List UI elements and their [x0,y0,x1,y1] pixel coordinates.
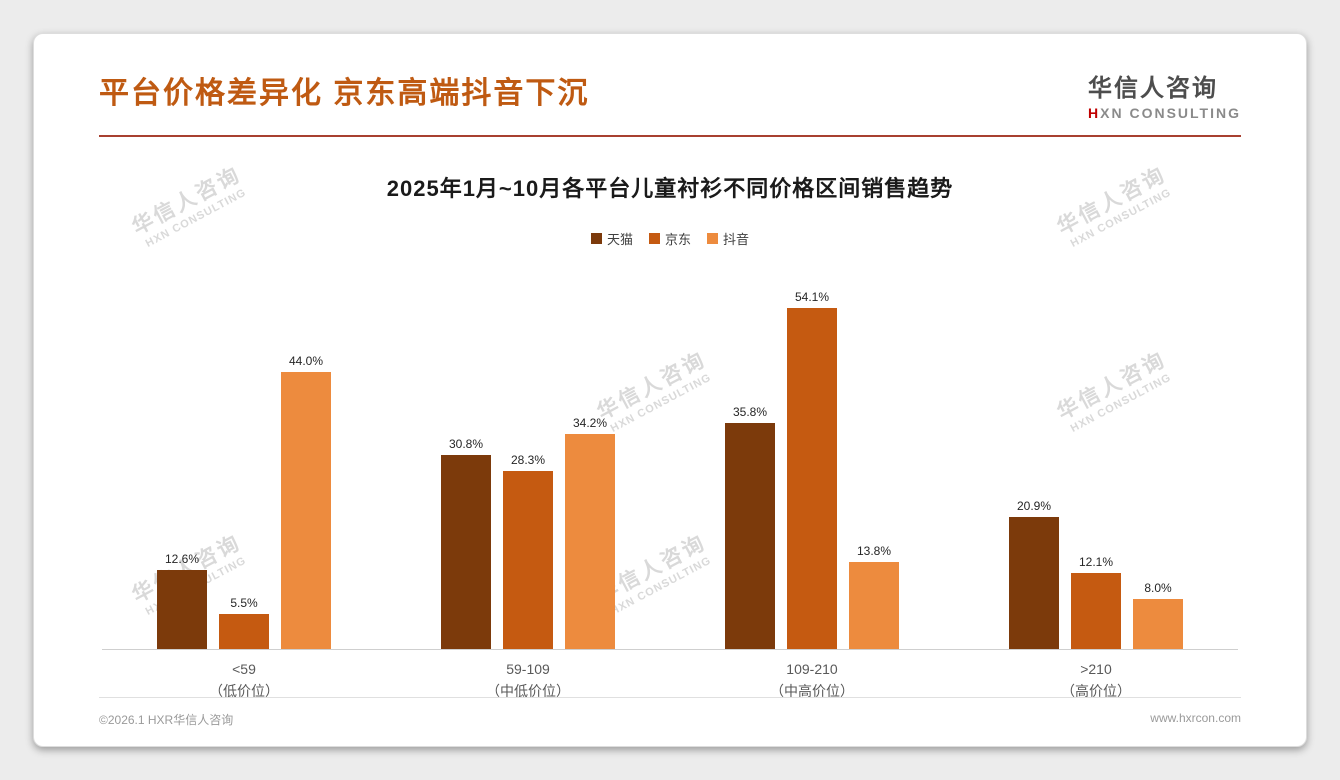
chart-legend: 天猫 京东 抖音 [34,229,1306,248]
category-range: >210 [1080,661,1112,677]
bar-value-label: 5.5% [230,596,258,610]
chart-category-axis: <59 （低价位） 59-109 （中低价位） 109-210 （中高价位） >210 （高价… [102,650,1238,702]
chart-title: 2025年1月~10月各平台儿童衬衫不同价格区间销售趋势 [386,176,954,201]
legend-marker [707,233,718,244]
bar-value-label: 30.8% [448,437,484,451]
bar-天猫 [1009,517,1059,649]
bar-group: 35.8% 54.1% 13.8% [670,290,954,649]
legend-item-京东: 京东 [648,229,691,248]
bar-with-label: 13.8% [849,544,899,649]
bar-with-label: 54.1% [787,290,837,649]
bar-天猫 [725,423,775,649]
bar-京东 [503,471,553,649]
legend-marker [648,233,660,244]
bar-value-label: 54.1% [794,290,830,304]
bar-京东 [787,308,837,649]
bar-with-label: 5.5% [219,596,269,649]
bar-value-label: 34.2% [572,416,608,430]
legend-item-抖音: 抖音 [707,229,749,248]
legend-item-天猫: 天猫 [590,229,633,248]
bar-value-label: 20.9% [1016,499,1052,513]
category-label: 59-109 （中低价位） [386,650,670,702]
bar-with-label: 35.8% [725,405,775,649]
logo-letters-gray: XN CONSULTING [1100,105,1241,121]
bar-value-label: 13.8% [856,544,892,558]
category-label: >210 （高价位） [954,650,1238,702]
legend-marker [590,233,602,244]
bar-group: 30.8% 28.3% 34.2% [386,416,670,649]
category-tier: （中低价位） [486,682,570,699]
website-text: www.hxrcon.com [1150,711,1241,725]
bar-with-label: 30.8% [441,437,491,649]
bar-value-label: 12.6% [164,552,200,566]
slide: 华信人咨询 HXN CONSULTING 华信人咨询 HXN CONSULTIN… [33,33,1307,747]
bar-京东 [219,614,269,649]
title-underline [99,135,1241,137]
bar-value-label: 8.0% [1144,581,1172,595]
bar-with-label: 8.0% [1133,581,1183,649]
bar-天猫 [157,570,207,649]
bar-value-label: 12.1% [1078,555,1114,569]
bar-抖音 [565,434,615,649]
bar-with-label: 28.3% [503,453,553,649]
category-tier: （中高价位） [770,682,854,699]
company-logo: 华信人咨询 HXN CONSULTING [1088,68,1241,121]
category-tier: （高价位） [1061,682,1131,699]
bar-抖音 [281,372,331,649]
category-range: <59 [232,661,256,677]
legend-label: 京东 [664,232,691,247]
bar-with-label: 44.0% [281,354,331,649]
bar-京东 [1071,573,1121,649]
bar-value-label: 35.8% [732,405,768,419]
bar-group: 12.6% 5.5% 44.0% [102,354,386,649]
bar-天猫 [441,455,491,649]
bar-with-label: 20.9% [1009,499,1059,649]
category-range: 109-210 [786,661,838,677]
category-tier: （低价位） [209,682,279,699]
bar-value-label: 44.0% [288,354,324,368]
header: 平台价格差异化 京东高端抖音下沉 华信人咨询 HXN CONSULTING [34,34,1306,121]
chart-plot-area: 12.6% 5.5% 44.0% 30.8% 28.3% 34.2% 35.8% 54.1% 1… [102,268,1238,650]
legend-label: 抖音 [723,232,750,247]
bar-抖音 [849,562,899,649]
bar-value-label: 28.3% [510,453,546,467]
category-range: 59-109 [506,661,550,677]
logo-text-en: HXN CONSULTING [1088,105,1241,121]
footer: ©2026.1 HXR华信人咨询 www.hxrcon.com [99,697,1241,728]
bar-with-label: 34.2% [565,416,615,649]
legend-label: 天猫 [606,232,633,247]
bar-group: 20.9% 12.1% 8.0% [954,499,1238,649]
logo-letter-red: H [1088,105,1101,121]
bar-with-label: 12.6% [157,552,207,649]
bar-抖音 [1133,599,1183,649]
category-label: 109-210 （中高价位） [670,650,954,702]
category-label: <59 （低价位） [102,650,386,702]
copyright-text: ©2026.1 HXR华信人咨询 [99,713,234,727]
logo-text-cn: 华信人咨询 [1088,75,1219,102]
bar-with-label: 12.1% [1071,555,1121,649]
page-title: 平台价格差异化 京东高端抖音下沉 [99,77,590,110]
